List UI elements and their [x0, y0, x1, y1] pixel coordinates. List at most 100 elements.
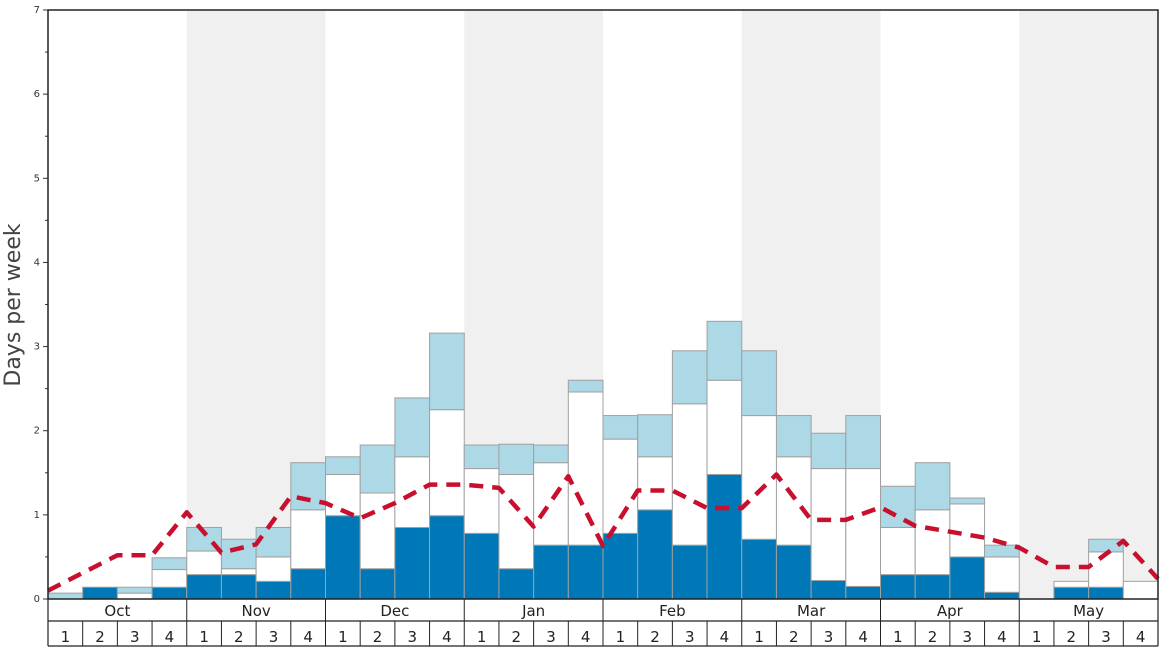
bar-segment-white [775, 456, 812, 546]
week-label: 3 [269, 628, 279, 646]
bar-segment-white [880, 526, 916, 576]
week-label: 3 [824, 628, 834, 646]
bar-segment-white [151, 569, 188, 588]
dashed-line-series [46, 472, 1160, 593]
y-tick-label: 4 [34, 257, 40, 268]
month-label-feb: Feb [659, 602, 686, 620]
y-tick-label: 0 [34, 594, 40, 605]
week-label: 4 [997, 628, 1007, 646]
bar-segment-light [151, 557, 188, 571]
bar-segment-white [1053, 580, 1090, 588]
week-label: 4 [858, 628, 868, 646]
bar-segment-white [186, 550, 222, 576]
bar-segment-dark [359, 568, 396, 600]
x-axis-labels: Oct 1 2 3 4 Nov 1 2 3 4 Dec 1 2 3 4 Jan 1 2 3 4 Feb 1 2 3 4 Mar 1 2… [47, 599, 1159, 647]
week-label: 1 [61, 628, 71, 646]
bar-segment-white [602, 438, 639, 534]
bar-segment-light [47, 592, 84, 600]
week-label: 3 [962, 628, 972, 646]
month-band-may [1019, 10, 1158, 599]
bar-segment-light [498, 443, 535, 475]
bar-segment-light [255, 526, 292, 558]
bar-segment-dark [984, 591, 1020, 600]
month-label-oct: Oct [104, 602, 130, 620]
bar-segment-light [429, 332, 465, 411]
bar-segment-white [810, 468, 847, 581]
week-label: 4 [1136, 628, 1146, 646]
bar-segment-dark [914, 574, 951, 600]
bar-segment-dark [151, 586, 188, 600]
bar-segment-white [914, 509, 951, 576]
bar-segment-dark [463, 532, 500, 600]
bar-segment-white [533, 462, 569, 546]
bar-segment-dark [394, 526, 431, 600]
week-label: 2 [650, 628, 660, 646]
y-tick-label: 2 [34, 426, 40, 437]
bar-segment-light [602, 415, 639, 440]
bar-segment-white [984, 556, 1020, 593]
week-label: 4 [720, 628, 730, 646]
bar-segment-white [255, 556, 292, 582]
month-label-apr: Apr [937, 602, 964, 620]
y-axis-label: Days per week [1, 223, 26, 386]
month-bands [186, 10, 1158, 599]
y-tick-label: 1 [34, 510, 40, 521]
week-label: 2 [928, 628, 938, 646]
week-label: 2 [512, 628, 522, 646]
week-label: 1 [338, 628, 348, 646]
month-label-mar: Mar [797, 602, 826, 620]
bars [47, 320, 1159, 600]
bar-segment-white [290, 509, 326, 570]
week-label: 3 [407, 628, 417, 646]
bar-segment-dark [567, 544, 604, 600]
bar-segment-light [533, 444, 569, 464]
y-tick-label: 5 [34, 173, 40, 184]
week-label: 1 [754, 628, 764, 646]
dashed-trend-line [46, 472, 1160, 593]
bar-segment-light [741, 350, 777, 417]
bar-segment-white [845, 468, 881, 587]
y-tick-label: 3 [34, 342, 40, 353]
month-label-may: May [1073, 602, 1104, 620]
bar-segment-light [394, 397, 431, 458]
bar-segment-dark [82, 586, 118, 600]
week-label: 2 [234, 628, 244, 646]
bar-segment-white [637, 456, 673, 511]
bar-segment-white [116, 592, 153, 600]
bar-segment-dark [706, 473, 743, 600]
month-label-nov: Nov [241, 602, 270, 620]
week-label: 3 [130, 628, 140, 646]
bar-segment-dark [429, 515, 465, 600]
bar-segment-light [463, 444, 500, 470]
bar-segment-white [1122, 580, 1159, 600]
month-label-dec: Dec [380, 602, 409, 620]
bar-segment-white [671, 403, 708, 546]
bar-segment-light [325, 456, 361, 475]
bar-segment-white [741, 415, 777, 540]
week-label: 1 [893, 628, 903, 646]
bar-segment-white [1088, 551, 1124, 588]
bar-segment-white [429, 409, 465, 517]
bar-segment-light [949, 497, 986, 505]
bar-segment-dark [810, 579, 847, 600]
week-label: 1 [616, 628, 626, 646]
bar-segment-light [984, 544, 1020, 558]
bar-segment-dark [741, 538, 777, 600]
bar-segment-light [706, 320, 743, 381]
bar-segment-light [775, 415, 812, 458]
bar-segment-dark [949, 556, 986, 600]
bar-segment-dark [637, 509, 673, 600]
week-label: 3 [685, 628, 695, 646]
week-label: 4 [165, 628, 175, 646]
bar-segment-white [220, 568, 257, 576]
week-label: 2 [95, 628, 105, 646]
week-label: 4 [303, 628, 313, 646]
bar-segment-light [845, 415, 881, 470]
bar-segment-light [567, 379, 604, 393]
bar-segment-dark [671, 544, 708, 600]
bar-segment-light [359, 444, 396, 494]
week-label: 3 [1101, 628, 1111, 646]
bar-segment-dark [775, 544, 812, 600]
bar-segment-light [914, 462, 951, 511]
